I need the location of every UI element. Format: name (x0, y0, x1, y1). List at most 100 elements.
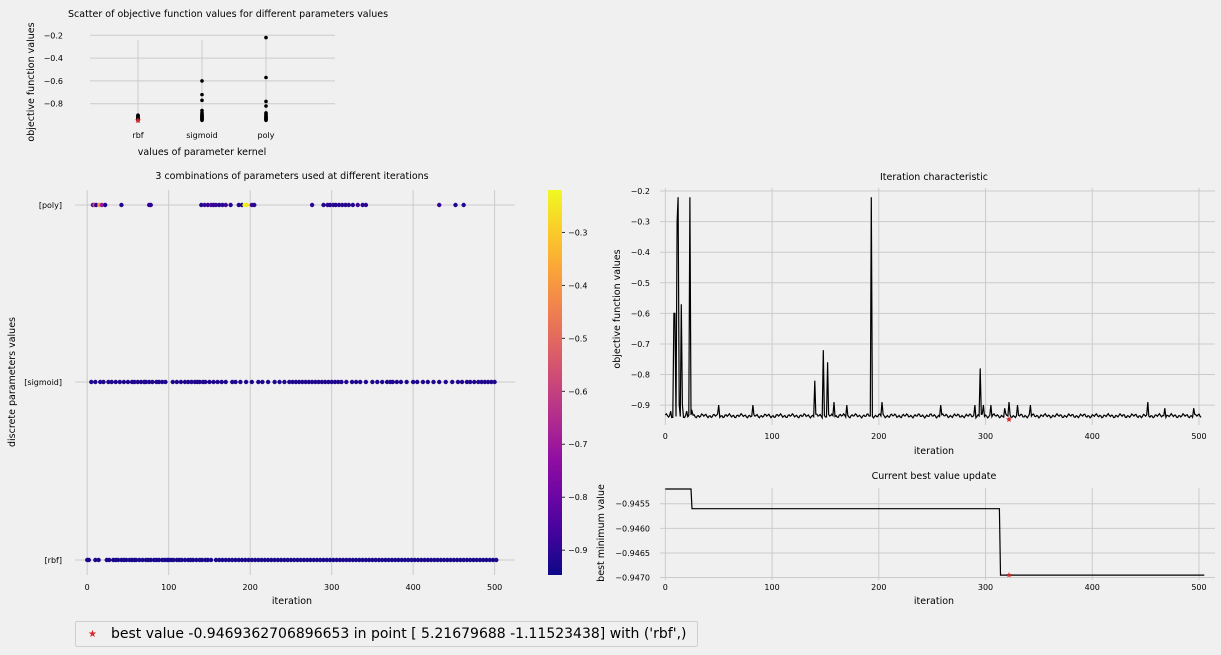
data-point (487, 557, 492, 563)
data-point (438, 557, 444, 563)
x-tick-label: 100 (764, 432, 779, 441)
data-point (410, 379, 416, 385)
data-point (174, 379, 180, 385)
data-point (313, 379, 318, 385)
data-point (115, 557, 121, 563)
data-point (461, 557, 466, 563)
data-point (194, 557, 199, 563)
data-point (93, 379, 98, 385)
y-tick-label: −0.4 (631, 248, 650, 257)
data-point (277, 379, 282, 385)
y-tick-label: −0.9465 (615, 549, 650, 558)
data-point (282, 379, 287, 385)
data-point (375, 379, 380, 385)
data-point (324, 557, 329, 563)
x-tick-label: 500 (1191, 583, 1206, 592)
data-point (311, 557, 316, 563)
data-point (282, 557, 287, 563)
data-point (264, 104, 268, 108)
data-point (301, 557, 307, 563)
data-point (326, 379, 331, 385)
data-point (203, 379, 208, 385)
data-point (220, 557, 225, 563)
data-point (264, 75, 268, 80)
data-point (256, 557, 261, 563)
data-point (236, 202, 241, 208)
data-point (415, 557, 421, 563)
data-point (477, 557, 483, 563)
data-point (265, 379, 271, 385)
x-tick-label: 200 (871, 583, 886, 592)
data-point (243, 379, 249, 385)
data-point (109, 379, 114, 385)
data-point (133, 557, 139, 563)
data-point (383, 557, 388, 563)
parameter-iteration-panel: 0 100 200 300 400 500 [rbf] [sigmoid] [poly] 3 co… (7, 171, 515, 607)
data-point (319, 379, 325, 385)
data-point (230, 379, 235, 385)
x-tick-label: 300 (978, 583, 993, 592)
data-point (333, 202, 338, 208)
data-point (132, 379, 137, 385)
data-point (182, 557, 188, 563)
y-tick-label: −0.2 (44, 31, 63, 40)
y-tick-label: −0.8 (631, 371, 650, 380)
data-point (350, 202, 356, 208)
colorbar-tick-label: −0.8 (568, 493, 587, 502)
data-point (346, 202, 351, 208)
data-point (220, 202, 225, 208)
data-point (450, 379, 455, 385)
data-point (200, 79, 204, 83)
y-tick-label: −0.3 (631, 218, 650, 227)
best-point-star (134, 117, 142, 124)
data-point (357, 379, 363, 385)
data-point (453, 202, 458, 208)
y-axis-label: discrete parameters values (7, 317, 18, 447)
data-point (379, 557, 385, 563)
data-point (163, 379, 168, 385)
data-point (339, 379, 344, 385)
data-point (135, 379, 140, 385)
y-tick-label: [rbf] (45, 556, 62, 565)
data-point (205, 202, 211, 208)
data-point (124, 557, 129, 563)
data-point (290, 379, 295, 385)
data-point (332, 379, 338, 385)
colorbar-tick-label: −0.9 (568, 546, 587, 555)
data-point (217, 557, 222, 563)
y-tick-label: −0.4 (44, 54, 63, 63)
data-point (461, 202, 466, 208)
data-point (443, 379, 448, 385)
data-point (199, 202, 204, 208)
y-tick-label: −0.9 (631, 401, 650, 410)
data-point (404, 379, 409, 385)
data-point (402, 557, 408, 563)
data-point (454, 557, 460, 563)
data-point (223, 557, 228, 563)
data-point (398, 379, 404, 385)
data-point (384, 379, 390, 385)
data-point (485, 379, 491, 385)
x-axis-label: iteration (914, 446, 954, 457)
data-point (211, 379, 216, 385)
data-point (171, 557, 176, 563)
data-point (269, 557, 274, 563)
data-point (476, 379, 481, 385)
data-point (190, 557, 196, 563)
data-point (285, 557, 290, 563)
x-tick-label: 0 (663, 432, 668, 441)
data-point (298, 557, 303, 563)
data-point (170, 379, 175, 385)
colorbar-tick-label: −0.5 (568, 334, 587, 343)
data-point (119, 202, 124, 208)
data-point (393, 557, 398, 563)
data-point (200, 92, 204, 97)
data-point (288, 557, 294, 563)
data-point (482, 379, 488, 385)
x-tick-label: 300 (324, 583, 339, 592)
data-point (102, 202, 108, 208)
data-point (89, 379, 94, 385)
data-point (441, 557, 447, 563)
data-point (295, 557, 300, 563)
data-point (272, 379, 277, 385)
